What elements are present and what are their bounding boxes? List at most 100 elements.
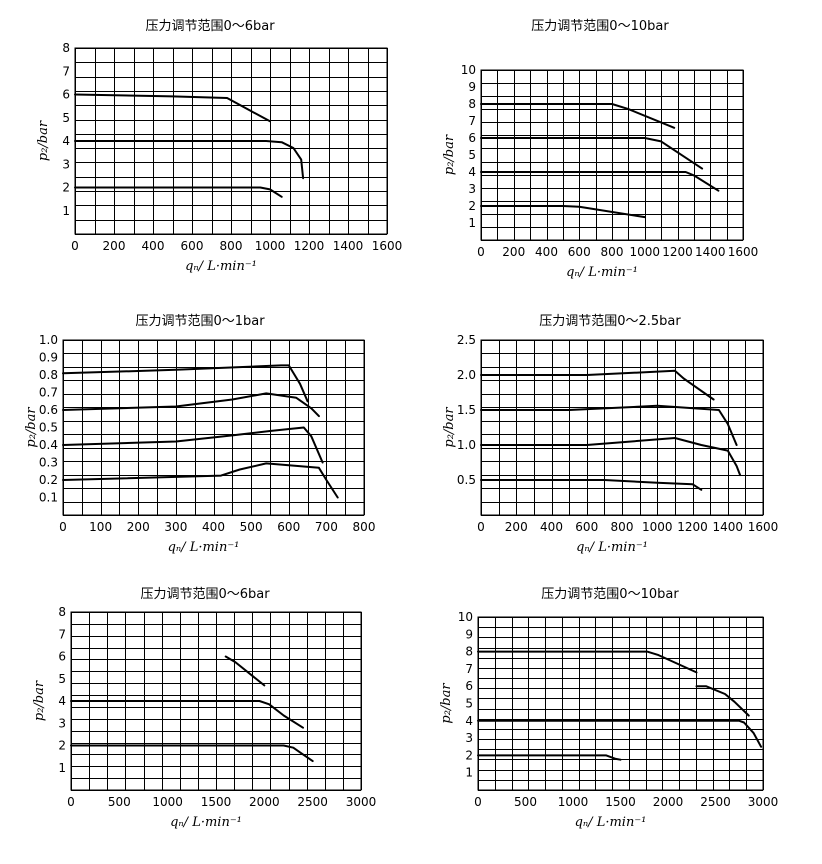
y-axis-label: p₂/bar <box>442 407 457 448</box>
y-axis-label: p₂/bar <box>36 120 51 161</box>
y-tick-label: 7 <box>62 64 70 78</box>
y-tick-label: 6 <box>468 131 476 145</box>
x-tick-label: 3000 <box>748 795 779 809</box>
x-tick-label: 1600 <box>748 520 779 534</box>
series-line <box>477 719 763 748</box>
series-line <box>224 655 266 687</box>
y-tick-label: 4 <box>465 714 473 728</box>
x-tick-label: 200 <box>127 520 150 534</box>
x-tick-label: 500 <box>514 795 537 809</box>
y-tick-label: 9 <box>468 80 476 94</box>
x-axis-label: qₙ/ L·min⁻¹ <box>566 265 638 280</box>
x-tick-label: 800 <box>353 520 376 534</box>
y-tick-label: 1 <box>468 216 476 230</box>
y-tick-label: 4 <box>62 134 70 148</box>
y-axis-label: p₂/bar <box>439 683 454 724</box>
x-tick-label: 2000 <box>653 795 684 809</box>
y-axis-label: p₂/bar <box>442 134 457 175</box>
y-tick-label: 1 <box>58 761 66 775</box>
x-tick-label: 1200 <box>662 245 693 259</box>
y-tick-label: 10 <box>458 610 473 624</box>
y-tick-label: 6 <box>62 88 70 102</box>
x-tick-label: 400 <box>535 245 558 259</box>
x-axis-label: qₙ/ L·min⁻¹ <box>168 540 240 555</box>
y-tick-label: 2 <box>468 199 476 213</box>
x-tick-label: 0 <box>67 795 75 809</box>
plot-frame <box>477 616 764 791</box>
y-tick-label: 0.3 <box>39 456 58 470</box>
y-tick-label: 3 <box>465 731 473 745</box>
y-tick-label: 3 <box>58 716 66 730</box>
grid <box>481 70 744 241</box>
chart-panel-6: 压力调节范围0～10bar 0 500 1000 1500 2000 2500 3000 1 2 3… <box>439 587 778 830</box>
y-tick-label: 1.5 <box>457 403 476 417</box>
chart-title: 压力调节范围0～6bar <box>145 19 275 34</box>
x-tick-label: 1000 <box>152 795 183 809</box>
y-tick-label: 0.5 <box>39 421 58 435</box>
y-tick-label: 8 <box>58 605 66 619</box>
y-tick-label: 7 <box>58 627 66 641</box>
series-line <box>70 744 314 763</box>
chart-panel-1: 压力调节范围0～6bar 0 200 400 600 800 1000 1200 1400 160… <box>36 19 402 274</box>
x-tick-label: 200 <box>505 520 528 534</box>
x-tick-label: 1400 <box>695 245 726 259</box>
x-tick-label: 600 <box>575 520 598 534</box>
x-tick-label: 0 <box>474 795 482 809</box>
x-tick-label: 400 <box>142 239 165 253</box>
x-tick-label: 100 <box>89 520 112 534</box>
y-tick-label: 4 <box>58 694 66 708</box>
x-tick-label: 0 <box>477 520 485 534</box>
series-line <box>477 754 622 761</box>
chart-panel-3: 压力调节范围0～1bar 0 100 200 300 400 500 600 700 800 0.1… <box>24 314 375 555</box>
grid <box>63 340 365 516</box>
series-line <box>62 426 324 464</box>
y-tick-label: 2 <box>62 181 70 195</box>
y-tick-label: 0.4 <box>39 438 58 452</box>
x-tick-label: 3000 <box>346 795 377 809</box>
x-tick-label: 1000 <box>642 520 673 534</box>
x-tick-label: 0 <box>59 520 67 534</box>
plot-frame <box>480 69 744 241</box>
x-tick-label: 1000 <box>629 245 660 259</box>
y-tick-label: 1.0 <box>39 333 58 347</box>
series-line <box>74 140 305 180</box>
series-line <box>480 103 676 129</box>
x-tick-label: 1600 <box>728 245 759 259</box>
plot-frame <box>62 339 365 516</box>
x-tick-label: 800 <box>220 239 243 253</box>
y-tick-label: 0.7 <box>39 386 58 400</box>
x-tick-label: 500 <box>108 795 131 809</box>
y-tick-label: 10 <box>461 63 476 77</box>
y-tick-label: 5 <box>58 672 66 686</box>
series-line <box>477 650 698 674</box>
series-line <box>480 404 738 446</box>
x-tick-label: 0 <box>71 239 79 253</box>
chart-title: 压力调节范围0～10bar <box>541 587 679 602</box>
series-line <box>480 137 704 170</box>
y-tick-label: 0.9 <box>39 351 58 365</box>
series-line <box>62 462 339 499</box>
series-line <box>62 392 320 418</box>
chart-panel-4: 压力调节范围0～2.5bar 0 200 400 600 800 1000 1200 1400 1… <box>442 314 778 555</box>
y-tick-label: 5 <box>62 111 70 125</box>
y-tick-label: 8 <box>468 97 476 111</box>
x-tick-label: 700 <box>315 520 338 534</box>
y-tick-label: 8 <box>62 41 70 55</box>
x-tick-label: 200 <box>502 245 525 259</box>
x-tick-label: 400 <box>540 520 563 534</box>
chart-title: 压力调节范围0～1bar <box>135 314 265 329</box>
y-tick-label: 3 <box>62 157 70 171</box>
x-tick-label: 1600 <box>372 239 403 253</box>
y-tick-label: 5 <box>468 148 476 162</box>
x-tick-label: 1400 <box>333 239 364 253</box>
x-tick-label: 2000 <box>249 795 280 809</box>
y-tick-label: 4 <box>468 165 476 179</box>
x-tick-label: 600 <box>181 239 204 253</box>
y-tick-label: 5 <box>465 697 473 711</box>
x-tick-label: 1200 <box>294 239 325 253</box>
x-tick-label: 0 <box>477 245 485 259</box>
x-axis-label: qₙ/ L·min⁻¹ <box>575 815 647 830</box>
y-axis-label: p₂/bar <box>32 680 47 721</box>
y-tick-label: 6 <box>465 679 473 693</box>
